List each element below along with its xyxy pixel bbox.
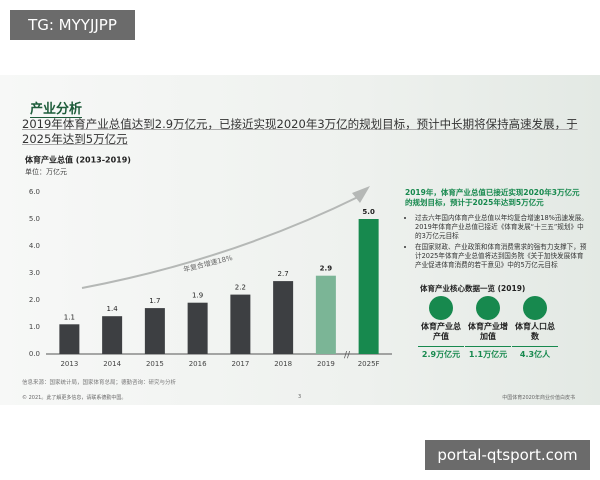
chart-subtitle: 单位：万亿元 bbox=[25, 167, 67, 176]
footer-left: © 2021。此了解更多信息，请联系德勤中国。 bbox=[22, 395, 127, 401]
value-label: 1.4 bbox=[107, 305, 119, 313]
bullet: 过去六年国内体育产业总值以年均复合增速18%迅速发展。2019年体育产业总值已接… bbox=[415, 214, 590, 241]
kpi-title: 体育产业核心数据一览 (2019) bbox=[420, 284, 526, 293]
x-tick-label: 2019 bbox=[317, 360, 335, 368]
bar bbox=[230, 294, 251, 354]
footer-right: 中国体育2020年商业价值白皮书 bbox=[502, 395, 575, 401]
y-tick-label: 2.0 bbox=[29, 296, 40, 304]
kpi: 体育人口总数 4.3亿人 bbox=[512, 296, 558, 360]
x-tick-label: 2015 bbox=[146, 360, 164, 368]
value-label: 1.7 bbox=[149, 297, 160, 305]
y-tick-label: 0.0 bbox=[29, 350, 40, 358]
axis-break: // bbox=[344, 351, 351, 361]
kpi-value: 2.9万亿元 bbox=[418, 346, 464, 360]
y-tick-label: 3.0 bbox=[29, 269, 40, 277]
y-tick-label: 6.0 bbox=[29, 188, 40, 196]
summary: 2019年体育产业总值达到2.9万亿元，已接近实现2020年3万亿的规划目标，预… bbox=[22, 117, 578, 146]
page-number: 3 bbox=[298, 394, 302, 400]
value-label: 2.9 bbox=[320, 265, 333, 273]
kpi-icon bbox=[523, 296, 547, 320]
bar bbox=[59, 324, 80, 354]
kpi-label: 体育人口总数 bbox=[515, 322, 555, 341]
value-label: 1.9 bbox=[192, 292, 203, 300]
value-label: 1.1 bbox=[64, 313, 75, 321]
heading: 产业分析 bbox=[30, 98, 83, 118]
x-tick-label: 2013 bbox=[60, 360, 78, 368]
chart: 体育产业总值 (2013-2019) 单位：万亿元 年复合增速18% // 0.… bbox=[25, 155, 392, 368]
side-heading: 2019年，体育产业总值已接近实现2020年3万亿元的规划目标，预计于2025年… bbox=[405, 188, 580, 207]
y-tick-label: 1.0 bbox=[29, 323, 40, 331]
x-tick-label: 2014 bbox=[103, 360, 121, 368]
kpi: 体育产业增加值 1.1万亿元 bbox=[465, 296, 511, 360]
bar bbox=[358, 219, 379, 354]
chart-title: 体育产业总值 (2013-2019) bbox=[25, 155, 131, 165]
x-tick-label: 2017 bbox=[231, 360, 249, 368]
kpi-icon bbox=[476, 296, 500, 320]
bar bbox=[187, 302, 208, 354]
watermark: portal-qtsport.com bbox=[425, 440, 590, 470]
bar bbox=[144, 308, 165, 354]
watermark: TG: MYYJJPP bbox=[10, 10, 135, 40]
trend-arrow bbox=[81, 195, 361, 289]
value-label: 2.7 bbox=[278, 270, 289, 278]
x-tick-label: 2025F bbox=[358, 360, 380, 368]
kpi-value: 4.3亿人 bbox=[512, 346, 558, 360]
kpi: 体育产业总产值 2.9万亿元 bbox=[418, 296, 464, 360]
bullet: 在国家财政、产业政策和体育消费需求的强有力支撑下，预计2025年体育产业总值将达… bbox=[415, 243, 590, 270]
x-tick-label: 2016 bbox=[189, 360, 207, 368]
kpi-label: 体育产业增加值 bbox=[468, 322, 508, 341]
kpi-value: 1.1万亿元 bbox=[465, 346, 511, 360]
arrow-head bbox=[352, 186, 370, 203]
value-label: 2.2 bbox=[235, 284, 246, 292]
source: 信息来源：国家统计局，国家体育总局；德勤咨询：研究与分析 bbox=[22, 380, 177, 386]
kpi-icon bbox=[429, 296, 453, 320]
bullet-list: 过去六年国内体育产业总值以年均复合增速18%迅速发展。2019年体育产业总值已接… bbox=[405, 214, 590, 272]
bar bbox=[102, 316, 123, 354]
y-tick-label: 4.0 bbox=[29, 242, 40, 250]
value-label: 5.0 bbox=[362, 208, 375, 216]
x-tick-label: 2018 bbox=[274, 360, 292, 368]
slide bbox=[0, 75, 600, 405]
bar bbox=[273, 281, 294, 354]
kpi-label: 体育产业总产值 bbox=[421, 322, 461, 341]
bar bbox=[315, 275, 336, 354]
y-tick-label: 5.0 bbox=[29, 215, 40, 223]
